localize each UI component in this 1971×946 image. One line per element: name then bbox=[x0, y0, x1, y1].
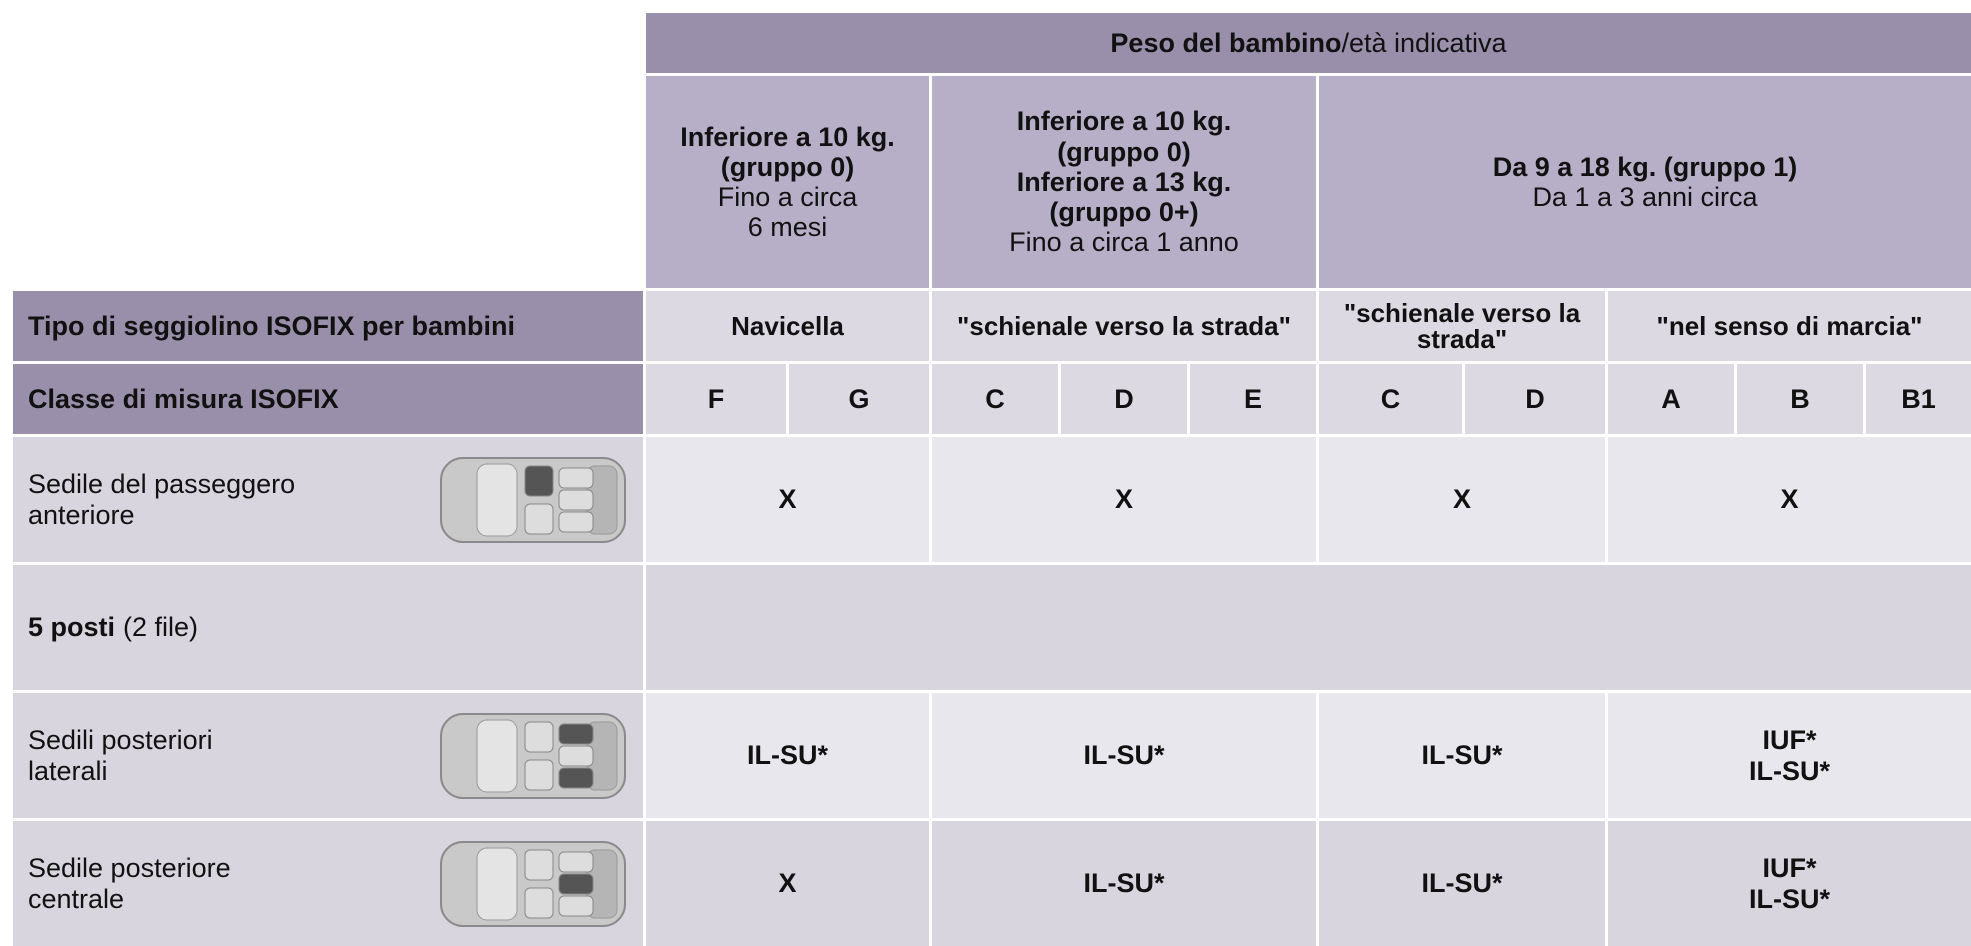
seat-type: Navicella bbox=[646, 291, 929, 361]
size-class: B bbox=[1790, 383, 1810, 414]
weight-group: Inferiore a 10 kg. (gruppo 0) Fino a circa… bbox=[646, 76, 929, 288]
row-label-line: laterali bbox=[28, 755, 108, 786]
car-icon bbox=[440, 841, 626, 927]
seat-value-line: IL-SU* bbox=[1749, 883, 1830, 914]
size-class-label: Classe di misura ISOFIX bbox=[13, 364, 643, 434]
car-icon bbox=[440, 713, 626, 799]
group-age: Fino a circa 1 anno bbox=[1009, 227, 1239, 258]
row-label: Sedile del passeggero anteriore bbox=[13, 437, 643, 562]
size-class: B bbox=[1737, 364, 1863, 434]
seat-value: X bbox=[1608, 437, 1971, 562]
seat-value-line: IL-SU* bbox=[1421, 868, 1503, 899]
row-label-line: centrale bbox=[28, 883, 125, 914]
size-class: E bbox=[1190, 364, 1316, 434]
row-label: Tipo di seggiolino ISOFIX per bambini bbox=[28, 310, 516, 341]
seat-value-line: X bbox=[1780, 484, 1799, 515]
seat-value: IL-SU* bbox=[932, 821, 1316, 946]
seat-value: IL-SU* bbox=[646, 693, 929, 818]
weight-group: Inferiore a 10 kg. (gruppo 0) Inferiore a … bbox=[932, 76, 1316, 288]
seat-value: X bbox=[932, 437, 1316, 562]
seat-value: IL-SU* bbox=[1319, 693, 1605, 818]
size-class: C bbox=[932, 364, 1058, 434]
size-class: G bbox=[848, 383, 870, 414]
row-label-line: Sedile posteriore bbox=[28, 853, 231, 884]
header-subtitle: /età indicativa bbox=[1341, 27, 1507, 58]
size-class: D bbox=[1465, 364, 1605, 434]
seat-value: X bbox=[646, 437, 929, 562]
size-class: B1 bbox=[1901, 383, 1936, 414]
group-weight: Inferiore a 13 kg. bbox=[1016, 166, 1232, 197]
group-weight: (gruppo 0) bbox=[720, 151, 855, 182]
seat-value: IL-SU* bbox=[1319, 821, 1605, 946]
size-class: D bbox=[1114, 383, 1134, 414]
seat-value-line: X bbox=[778, 868, 797, 899]
car-icon bbox=[440, 457, 626, 543]
seat-value-line: IUF* bbox=[1762, 853, 1817, 884]
group-weight: (gruppo 0) bbox=[1057, 136, 1191, 167]
seat-type-text: "schienale verso la strada" bbox=[1343, 298, 1581, 354]
size-class: B1 bbox=[1866, 364, 1971, 434]
row-label: Sedili posteriori laterali bbox=[13, 693, 643, 818]
row-empty bbox=[646, 565, 1971, 690]
group-age: Da 1 a 3 anni circa bbox=[1532, 182, 1758, 212]
seat-type-text: Navicella bbox=[731, 311, 844, 341]
seat-type-text: "nel senso di marcia" bbox=[1656, 311, 1923, 341]
seat-value-line: IL-SU* bbox=[1421, 740, 1503, 771]
size-class: D bbox=[1525, 383, 1545, 414]
size-class: E bbox=[1243, 383, 1262, 414]
row-label: Sedile posteriore centrale bbox=[13, 821, 643, 946]
row-label-line: anteriore bbox=[28, 499, 135, 530]
seat-type-label: Tipo di seggiolino ISOFIX per bambini bbox=[13, 291, 643, 361]
seat-type: "schienale verso la strada" bbox=[1319, 291, 1605, 361]
weight-header: Peso del bambino/età indicativa bbox=[646, 13, 1971, 73]
group-age: 6 mesi bbox=[747, 212, 828, 243]
group-weight: Inferiore a 10 kg. bbox=[680, 121, 895, 152]
group-weight: Inferiore a 10 kg. bbox=[1016, 106, 1232, 137]
row-label-rest: (2 file) bbox=[123, 612, 199, 643]
seat-value: IL-SU* bbox=[932, 693, 1316, 818]
row-label: 5 posti (2 file) bbox=[13, 565, 643, 690]
seat-value-line: X bbox=[1452, 484, 1471, 515]
seat-value-line: IL-SU* bbox=[1083, 868, 1165, 899]
seat-value: X bbox=[1319, 437, 1605, 562]
weight-group: Da 9 a 18 kg. (gruppo 1) Da 1 a 3 anni ci… bbox=[1319, 76, 1971, 288]
row-label: Classe di misura ISOFIX bbox=[28, 383, 339, 414]
size-class: C bbox=[1319, 364, 1462, 434]
group-weight: Da 9 a 18 kg. (gruppo 1) bbox=[1492, 151, 1798, 182]
seat-value-line: IUF* bbox=[1762, 725, 1817, 756]
seat-value-line: IL-SU* bbox=[747, 740, 828, 771]
header-title: Peso del bambino bbox=[1110, 27, 1342, 58]
seat-value: IUF* IL-SU* bbox=[1608, 693, 1971, 818]
size-class: A bbox=[1608, 364, 1734, 434]
size-class: D bbox=[1061, 364, 1187, 434]
seat-value-line: X bbox=[778, 484, 797, 515]
seat-value: X bbox=[646, 821, 929, 946]
isofix-table: Peso del bambino/età indicativa Inferiore… bbox=[13, 13, 1971, 946]
seat-value-line: IL-SU* bbox=[1749, 755, 1830, 786]
size-class: F bbox=[707, 383, 725, 414]
group-age: Fino a circa bbox=[717, 182, 858, 212]
seat-type-text: "schienale verso la strada" bbox=[957, 311, 1291, 341]
seat-value-line: X bbox=[1114, 484, 1133, 515]
size-class: C bbox=[985, 383, 1005, 414]
size-class: F bbox=[646, 364, 786, 434]
row-label-line: Sedili posteriori bbox=[28, 725, 213, 756]
row-label-bold: 5 posti bbox=[28, 612, 116, 643]
seat-type: "nel senso di marcia" bbox=[1608, 291, 1971, 361]
size-class: G bbox=[789, 364, 929, 434]
size-class: A bbox=[1661, 383, 1681, 414]
seat-type: "schienale verso la strada" bbox=[932, 291, 1316, 361]
group-weight: (gruppo 0+) bbox=[1049, 197, 1199, 228]
size-class: C bbox=[1380, 383, 1401, 414]
row-label-line: Sedile del passeggero bbox=[28, 469, 296, 500]
seat-value: IUF* IL-SU* bbox=[1608, 821, 1971, 946]
seat-value-line: IL-SU* bbox=[1083, 740, 1165, 771]
